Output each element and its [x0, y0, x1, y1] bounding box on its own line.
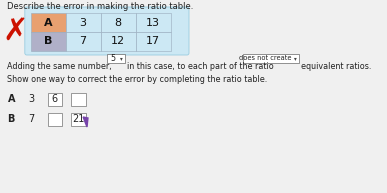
Text: A: A — [44, 18, 53, 27]
FancyBboxPatch shape — [48, 113, 62, 125]
Text: 12: 12 — [111, 36, 125, 47]
FancyBboxPatch shape — [101, 32, 135, 51]
FancyBboxPatch shape — [71, 113, 86, 125]
Text: 3: 3 — [29, 94, 35, 104]
Text: 13: 13 — [146, 18, 160, 27]
Text: does not create: does not create — [240, 55, 292, 61]
FancyBboxPatch shape — [25, 7, 189, 55]
Text: B: B — [44, 36, 52, 47]
FancyBboxPatch shape — [31, 32, 66, 51]
Text: A: A — [7, 94, 15, 104]
Text: equivalent ratios.: equivalent ratios. — [301, 62, 371, 71]
Text: 7: 7 — [80, 36, 87, 47]
Text: Show one way to correct the error by completing the ratio table.: Show one way to correct the error by com… — [7, 75, 267, 84]
Text: ▾: ▾ — [294, 56, 297, 61]
FancyBboxPatch shape — [66, 32, 101, 51]
Text: ✗: ✗ — [2, 16, 28, 46]
Text: ▾: ▾ — [120, 56, 123, 61]
Text: 7: 7 — [29, 114, 35, 124]
FancyBboxPatch shape — [66, 13, 101, 32]
FancyBboxPatch shape — [101, 13, 135, 32]
Text: 17: 17 — [146, 36, 160, 47]
Text: 6: 6 — [52, 94, 58, 104]
Text: 3: 3 — [80, 18, 87, 27]
Text: 21: 21 — [72, 114, 84, 124]
Polygon shape — [83, 117, 88, 127]
FancyBboxPatch shape — [135, 32, 171, 51]
FancyBboxPatch shape — [135, 13, 171, 32]
Text: 8: 8 — [115, 18, 122, 27]
FancyBboxPatch shape — [107, 54, 125, 63]
Text: in this case, to each part of the ratio: in this case, to each part of the ratio — [127, 62, 274, 71]
FancyBboxPatch shape — [31, 13, 66, 32]
Text: 5: 5 — [111, 54, 116, 63]
FancyBboxPatch shape — [48, 92, 62, 106]
Text: Describe the error in making the ratio table.: Describe the error in making the ratio t… — [7, 2, 194, 11]
FancyBboxPatch shape — [243, 54, 299, 63]
Text: B: B — [7, 114, 15, 124]
FancyBboxPatch shape — [71, 92, 86, 106]
Text: Adding the same number,: Adding the same number, — [7, 62, 112, 71]
